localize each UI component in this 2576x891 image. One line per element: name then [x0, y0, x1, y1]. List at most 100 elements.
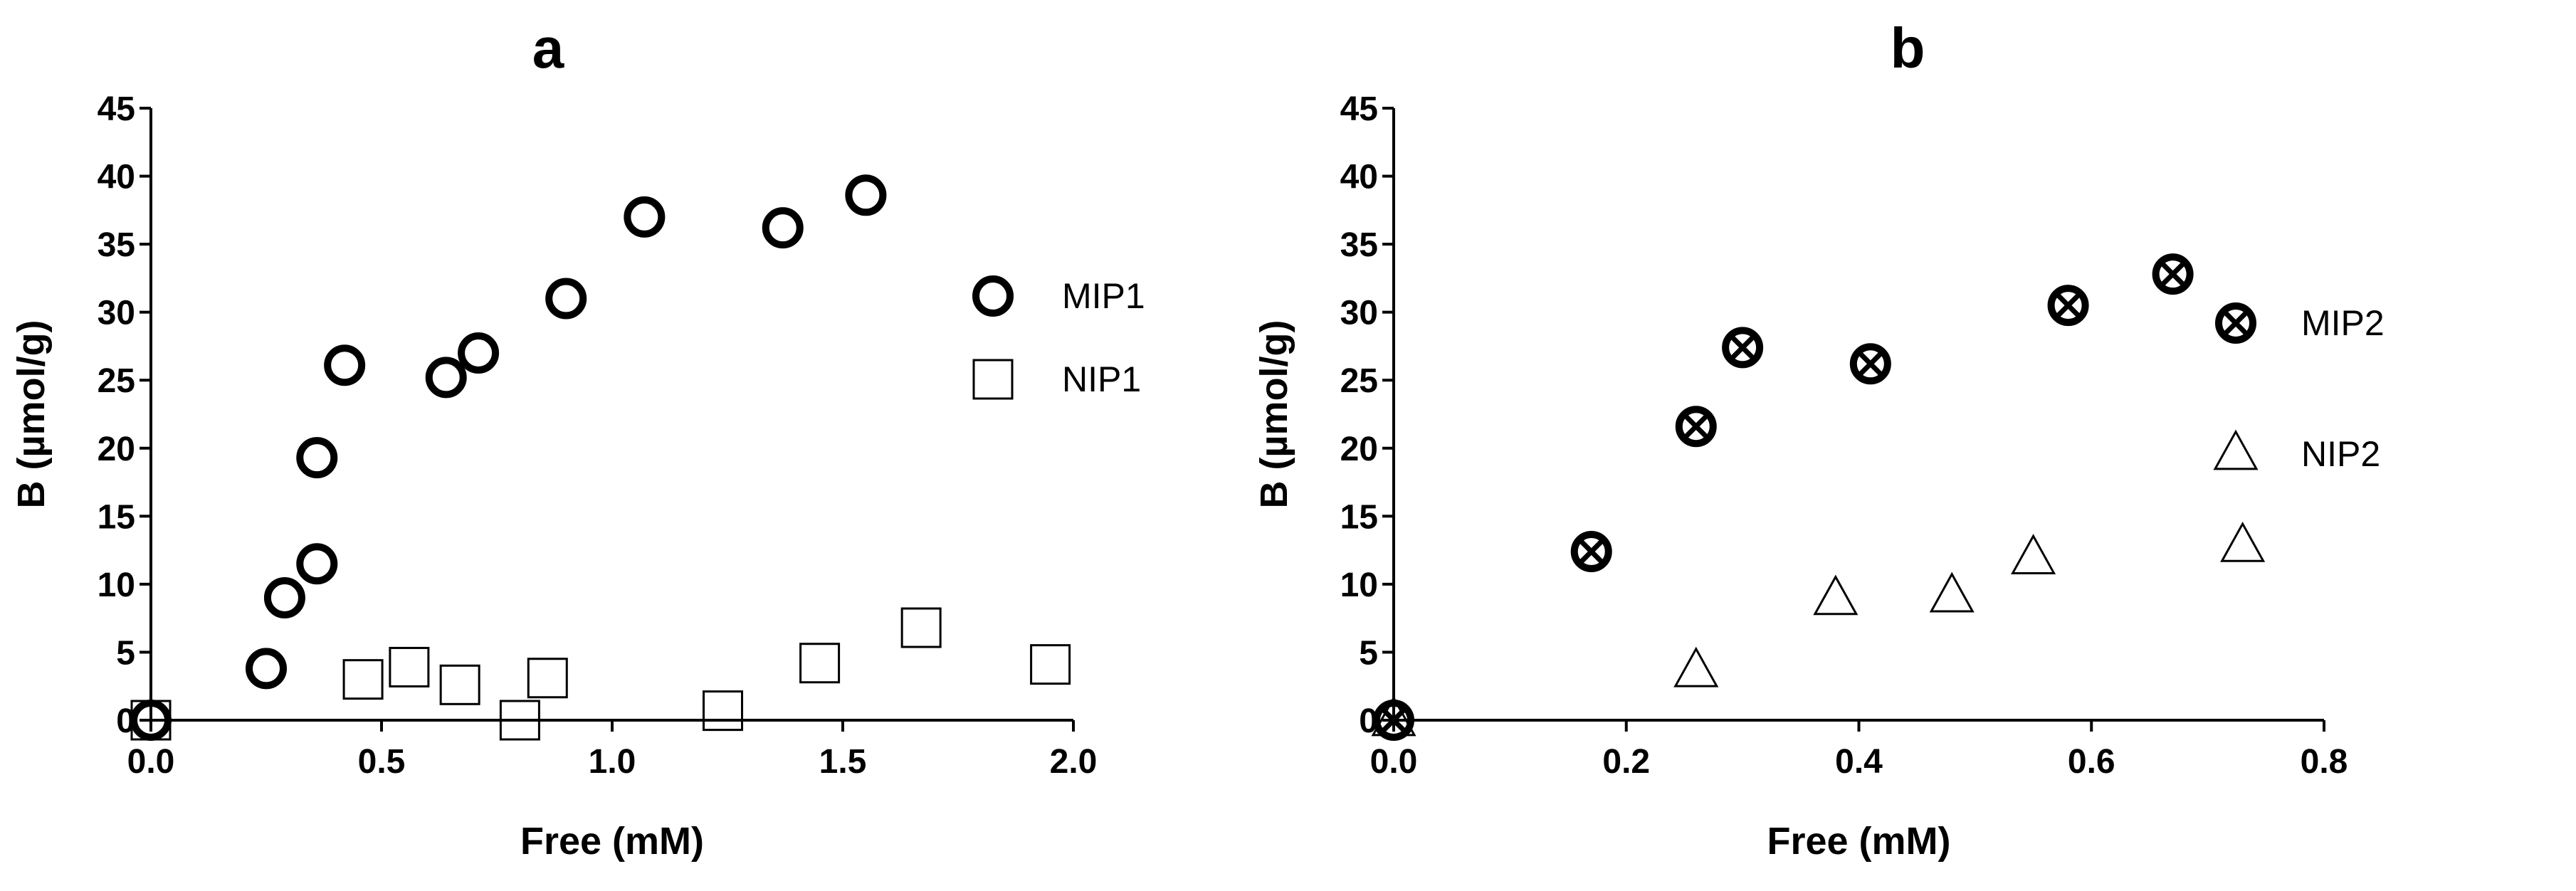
- legend-label: NIP1: [1062, 359, 1141, 399]
- x-axis-label: Free (mM): [520, 820, 704, 863]
- data-point: [296, 543, 338, 585]
- y-tick-label: 45: [1340, 90, 1378, 128]
- marker-cross-line: [2223, 310, 2249, 336]
- marker-cross-line: [1858, 351, 1883, 376]
- marker-ring: [2152, 253, 2194, 295]
- y-tick-label: 40: [98, 159, 135, 196]
- data-point: [499, 700, 540, 741]
- y-tick-label: 20: [1340, 431, 1378, 468]
- data-point: [900, 607, 942, 648]
- data-point: [130, 700, 172, 741]
- data-point: [799, 643, 841, 684]
- legend-marker: [972, 275, 1014, 317]
- data-point: [342, 659, 384, 700]
- x-tick-label: 0.2: [1602, 743, 1650, 781]
- data-point: [2220, 521, 2266, 562]
- data-point: [1929, 571, 1975, 613]
- y-tick-label: 35: [1340, 226, 1378, 264]
- y-tick-label: 5: [1359, 634, 1378, 672]
- x-tick-label: 0.5: [358, 743, 406, 781]
- y-tick-label: 15: [1340, 498, 1378, 536]
- legend-label: MIP2: [2301, 303, 2385, 343]
- data-point: [1570, 531, 1612, 573]
- x-tick-label: 0.8: [2301, 743, 2348, 781]
- y-tick-label: 20: [98, 431, 135, 468]
- y-tick-label: 25: [98, 362, 135, 400]
- y-tick-label: 30: [1340, 295, 1378, 332]
- data-point: [2152, 253, 2194, 295]
- data-point: [2047, 285, 2089, 327]
- x-tick-label: 1.5: [819, 743, 867, 781]
- marker-ring: [1849, 343, 1891, 385]
- legend-label: NIP2: [2301, 434, 2380, 474]
- data-point: [845, 174, 887, 216]
- data-point: [1849, 343, 1891, 385]
- marker-ring: [2047, 285, 2089, 327]
- data-point: [296, 437, 338, 479]
- marker-ring: [2215, 302, 2256, 344]
- legend: MIP1 NIP1: [972, 275, 1145, 400]
- data-point: [527, 658, 568, 699]
- data-point: [1813, 574, 1859, 616]
- series-MIP2: [1373, 253, 2194, 741]
- y-tick-label: 35: [98, 226, 135, 264]
- y-tick-label: 15: [98, 498, 135, 536]
- x-tick-label: 0.6: [2068, 743, 2115, 781]
- x-tick-label: 2.0: [1050, 743, 1098, 781]
- x-tick-label: 1.0: [589, 743, 636, 781]
- y-axis-label: B (µmol/g): [1253, 320, 1295, 508]
- series-NIP1: [130, 607, 1071, 741]
- data-point: [263, 577, 305, 618]
- y-axis-label: B (µmol/g): [10, 320, 53, 508]
- marker-ring: [1373, 700, 1414, 741]
- chart-title: a: [532, 16, 564, 80]
- data-point: [389, 646, 430, 687]
- data-point: [624, 196, 666, 238]
- data-point: [1373, 700, 1414, 741]
- y-tick-label: 5: [116, 634, 135, 672]
- data-point: [2011, 534, 2056, 574]
- x-tick-label: 0.0: [127, 743, 175, 781]
- marker-cross-line: [1579, 539, 1604, 564]
- y-tick-label: 40: [1340, 159, 1378, 196]
- y-tick-label: 10: [1340, 566, 1378, 604]
- series-NIP2: [1371, 521, 2266, 737]
- x-axis-label: Free (mM): [1767, 820, 1950, 863]
- legend-marker: [2215, 302, 2256, 344]
- legend-marker: [972, 359, 1014, 400]
- y-tick-label: 10: [98, 566, 135, 604]
- y-tick-label: 25: [1340, 362, 1378, 400]
- marker-ring: [1675, 406, 1717, 448]
- marker-cross-line: [2056, 292, 2081, 318]
- data-point: [458, 332, 500, 374]
- data-point: [246, 648, 287, 690]
- marker-cross-line: [2160, 261, 2185, 287]
- data-point: [1371, 695, 1416, 737]
- marker-cross-line: [1683, 413, 1709, 439]
- data-point: [1030, 644, 1071, 685]
- data-point: [762, 207, 804, 249]
- x-tick-label: 0.0: [1370, 743, 1418, 781]
- marker-cross-line: [1730, 335, 1755, 360]
- data-point: [130, 700, 172, 741]
- legend: MIP2 NIP2: [2213, 302, 2385, 474]
- data-point: [1722, 327, 1764, 369]
- data-point: [1675, 406, 1717, 448]
- data-point: [439, 664, 480, 705]
- legend-marker: [2213, 429, 2259, 470]
- y-tick-label: 45: [98, 90, 135, 128]
- data-point: [703, 690, 744, 732]
- marker-cross-line: [1381, 707, 1407, 733]
- data-point: [545, 278, 587, 320]
- data-point: [425, 357, 467, 399]
- y-tick-label: 30: [98, 295, 135, 332]
- series-MIP1: [130, 174, 887, 741]
- data-point: [324, 344, 366, 386]
- legend-label: MIP1: [1062, 276, 1145, 316]
- x-tick-label: 0.4: [1835, 743, 1883, 781]
- marker-ring: [1570, 531, 1612, 573]
